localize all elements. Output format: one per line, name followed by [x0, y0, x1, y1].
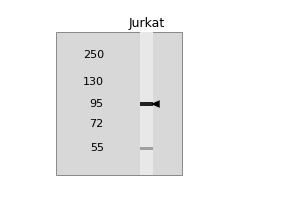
- Text: 250: 250: [83, 50, 104, 60]
- Text: 130: 130: [83, 77, 104, 87]
- Text: 95: 95: [90, 99, 104, 109]
- Bar: [140, 102, 153, 106]
- Text: 72: 72: [90, 119, 104, 129]
- Polygon shape: [151, 100, 160, 108]
- Bar: [140, 32, 153, 175]
- Text: Jurkat: Jurkat: [128, 17, 165, 30]
- Bar: [140, 147, 153, 150]
- Text: 55: 55: [90, 143, 104, 153]
- Bar: [56, 32, 182, 175]
